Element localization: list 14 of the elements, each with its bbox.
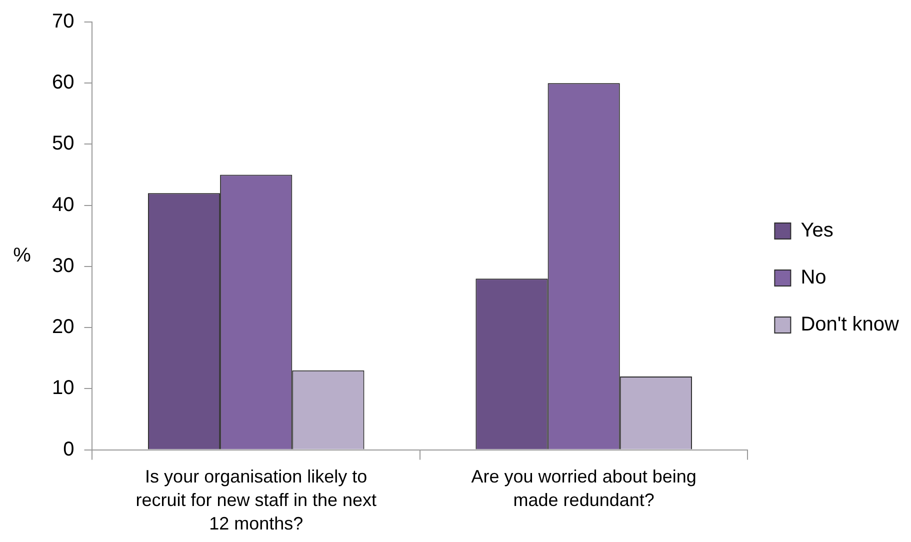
y-tick-label: 50	[52, 132, 74, 155]
y-tick-label: 20	[52, 316, 74, 338]
x-tick-label: Are you worried about being made redundant?	[471, 466, 696, 510]
y-tick-label: 70	[52, 10, 74, 33]
y-tick-label: 60	[52, 72, 74, 94]
y-tick-label: 30	[52, 254, 74, 277]
y-axis-title: %	[13, 244, 32, 266]
legend-label: Don't know	[800, 314, 900, 336]
y-tick-label: 10	[52, 377, 74, 400]
y-tick-label: 40	[52, 194, 74, 216]
y-tick-label: 0	[63, 438, 74, 460]
legend-label: No	[800, 266, 826, 289]
legend-label: Yes	[800, 220, 834, 242]
x-tick-label: Is your organisation likely to recruit for new staff in the next 12 months?	[136, 466, 377, 534]
